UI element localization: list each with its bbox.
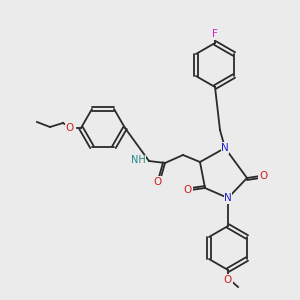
Text: O: O (184, 185, 192, 195)
Text: N: N (224, 193, 232, 203)
Text: NH: NH (131, 155, 146, 165)
Text: O: O (224, 275, 232, 285)
Text: O: O (66, 123, 74, 133)
Text: O: O (259, 171, 267, 181)
Text: F: F (212, 29, 218, 39)
Text: O: O (153, 177, 161, 187)
Text: N: N (221, 143, 229, 153)
